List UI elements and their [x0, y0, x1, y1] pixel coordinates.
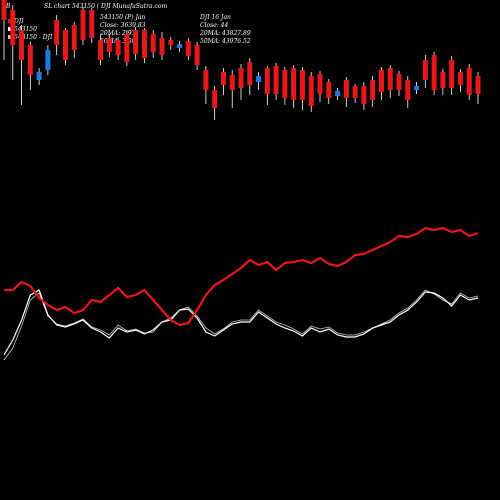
candle-body	[396, 74, 402, 90]
candle-body	[45, 50, 51, 70]
legend-label-white: 543150	[14, 26, 37, 33]
candle-body	[466, 68, 472, 95]
candle-body	[238, 68, 244, 88]
candle-body	[159, 38, 165, 55]
candle-body	[150, 34, 156, 52]
candle-body	[449, 60, 455, 88]
candle-body	[431, 55, 437, 90]
candle-body	[264, 68, 270, 94]
candle-body	[273, 66, 279, 94]
candle-body	[212, 90, 218, 108]
stats-index: DJI 16 Jan Close: 44 20MA: 43827.89 50MA…	[200, 14, 251, 46]
chart-title: SL chart 543150 ( DJI MunafaSutra.com	[44, 3, 168, 10]
candle-body	[10, 10, 16, 45]
candle-body	[36, 72, 42, 80]
legend-label-red: DJI	[14, 18, 24, 25]
candle-body	[62, 30, 68, 60]
candle-body	[247, 62, 253, 85]
gray-line-series	[3, 289, 479, 361]
candle-body	[98, 40, 104, 60]
candle-body	[89, 10, 95, 38]
candle-body	[27, 45, 33, 75]
candle-body	[106, 38, 112, 52]
candle-body	[282, 70, 288, 98]
candle-body	[475, 76, 481, 94]
candle-body	[168, 40, 174, 45]
candle-body	[422, 60, 428, 80]
candle-body	[378, 70, 384, 92]
candle-body	[194, 45, 200, 65]
candle-body	[440, 72, 446, 88]
candle-body	[115, 40, 121, 55]
stat-line: 20MA: 2.93	[100, 30, 136, 37]
stat-line: 20MA: 43827.89	[200, 30, 251, 37]
stat-line: DJI 16 Jan	[200, 14, 231, 21]
candle-body	[370, 80, 376, 100]
candle-body	[229, 75, 235, 90]
candle-body	[54, 20, 60, 45]
candle-body	[352, 86, 358, 98]
candle-body	[80, 10, 86, 40]
candle-body	[405, 80, 411, 100]
candle-body	[387, 68, 393, 90]
candle-body	[185, 41, 191, 56]
candle-body	[19, 30, 25, 60]
candle-body	[414, 86, 420, 90]
candle-body	[361, 86, 367, 104]
candle-body	[203, 70, 209, 90]
candle-body	[220, 72, 226, 85]
candle-body	[1, 0, 7, 20]
candle-body	[177, 44, 183, 48]
candle-body	[299, 70, 305, 100]
candle-body	[133, 30, 139, 54]
candle-body	[317, 74, 323, 94]
stat-line: 50MA: 43976.52	[200, 38, 251, 45]
candle-body	[141, 30, 147, 58]
candle-body	[457, 72, 463, 85]
candle-body	[291, 68, 297, 100]
candle-body	[124, 34, 130, 62]
stat-line: Close: 44	[200, 22, 229, 29]
chart-left-marker: B	[6, 3, 11, 10]
candle-body	[335, 91, 341, 96]
stat-line: Close: 3639.83	[100, 22, 146, 29]
legend-label-gray: 543150 - DJI	[14, 34, 53, 41]
red-line-series	[4, 226, 479, 327]
candle-body	[71, 25, 77, 50]
white-line-series	[3, 289, 479, 356]
candle-body	[343, 80, 349, 98]
candle-body	[308, 76, 314, 106]
candle-body	[326, 82, 332, 98]
stat-line: 543150 (P) Jan	[100, 14, 146, 21]
candle-body	[256, 76, 262, 82]
